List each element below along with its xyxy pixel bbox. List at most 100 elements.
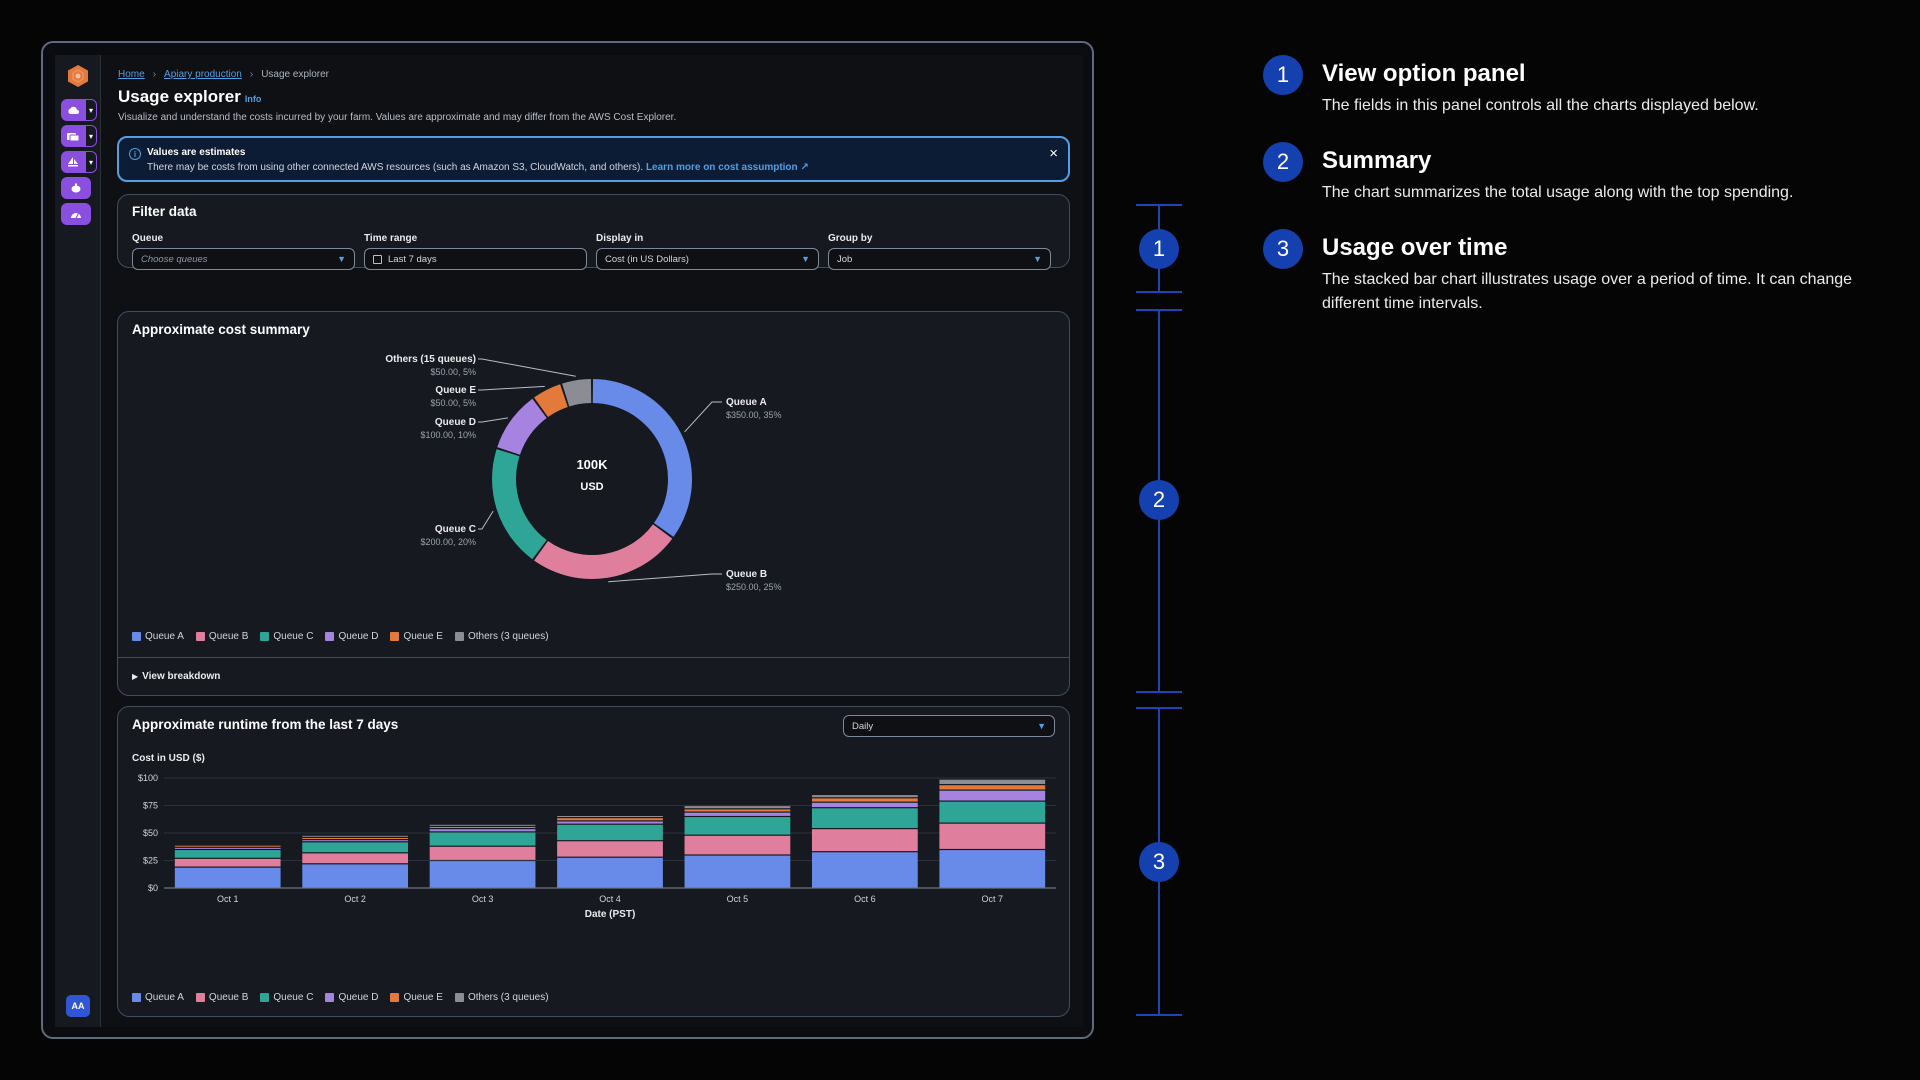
- legend-item: Queue D: [325, 631, 378, 642]
- bar-segment[interactable]: [939, 790, 1046, 801]
- bar-segment[interactable]: [684, 817, 791, 835]
- bar-segment[interactable]: [302, 853, 409, 864]
- rail-caret-1[interactable]: ▾: [85, 99, 97, 121]
- queue-field: Queue Choose queues ▼: [132, 233, 355, 270]
- legend-swatch: [260, 632, 270, 641]
- bar-segment[interactable]: [557, 841, 663, 857]
- breadcrumb-home-link[interactable]: Home: [118, 69, 145, 80]
- app-window: ▾ ▾ ▾ AA Home › Apiary production ›: [41, 41, 1094, 1039]
- note-text-1: The fields in this panel controls all th…: [1322, 97, 1759, 114]
- bar-segment[interactable]: [684, 835, 791, 855]
- bar-segment[interactable]: [811, 852, 918, 888]
- legend-label: Queue D: [338, 631, 379, 642]
- x-tick-label: Oct 3: [472, 894, 494, 904]
- legend-swatch: [132, 632, 141, 641]
- bar-segment[interactable]: [174, 850, 281, 858]
- bar-segment[interactable]: [939, 823, 1046, 849]
- caret-down-icon: ▼: [1037, 721, 1046, 731]
- rail-button-folders[interactable]: [61, 125, 85, 147]
- interval-value: Daily: [852, 720, 874, 732]
- usage-gauge-icon: [71, 213, 81, 219]
- rail-button-cloud[interactable]: [61, 99, 85, 121]
- bracket-badge-1: 1: [1139, 229, 1179, 269]
- rail-button-teapot[interactable]: [61, 177, 91, 199]
- time-range-input[interactable]: Last 7 days: [364, 248, 587, 270]
- y-tick-label: $25: [143, 856, 158, 866]
- donut-slice[interactable]: [534, 524, 673, 579]
- rail-button-usage[interactable]: [61, 203, 91, 225]
- user-avatar[interactable]: AA: [66, 995, 90, 1017]
- breadcrumb-farm-link[interactable]: Apiary production: [164, 69, 242, 80]
- caret-down-icon: ▼: [801, 254, 810, 264]
- bar-segment[interactable]: [557, 816, 663, 817]
- display-in-select[interactable]: Cost (in US Dollars) ▼: [596, 248, 819, 270]
- cost-summary-panel: Approximate cost summary Queue A $350.00,…: [117, 311, 1070, 696]
- bar-segment[interactable]: [811, 798, 918, 802]
- bar-segment[interactable]: [811, 795, 918, 798]
- bar-segment[interactable]: [429, 846, 536, 860]
- bar-segment[interactable]: [684, 855, 791, 888]
- bar-segment[interactable]: [174, 858, 281, 867]
- bar-segment[interactable]: [557, 824, 663, 841]
- bar-segment[interactable]: [939, 850, 1046, 888]
- bar-segment[interactable]: [811, 802, 918, 808]
- donut-center-unit: USD: [580, 481, 603, 493]
- bar-segment[interactable]: [174, 845, 281, 847]
- cloud-icon: [68, 106, 79, 114]
- filter-panel: Filter data Queue Choose queues ▼ Time ra…: [117, 194, 1070, 270]
- close-icon[interactable]: ×: [1049, 145, 1058, 162]
- bar-segment[interactable]: [302, 840, 409, 842]
- bar-segment[interactable]: [939, 785, 1046, 790]
- x-tick-label: Oct 4: [599, 894, 621, 904]
- donut-slice[interactable]: [534, 384, 568, 418]
- donut-slice[interactable]: [497, 398, 547, 455]
- rail-caret-2[interactable]: ▾: [85, 125, 97, 147]
- bar-segment[interactable]: [557, 857, 663, 888]
- bar-segment[interactable]: [429, 824, 536, 826]
- rail-caret-3[interactable]: ▾: [85, 151, 97, 173]
- runtime-panel: Approximate runtime from the last 7 days…: [117, 706, 1070, 1017]
- view-breakdown-toggle[interactable]: ▶ View breakdown: [132, 671, 220, 682]
- panel-divider: [118, 657, 1069, 658]
- legend-label: Queue C: [273, 631, 314, 642]
- donut-slice-label: Queue A: [726, 397, 767, 408]
- queue-select[interactable]: Choose queues ▼: [132, 248, 355, 270]
- bar-segment[interactable]: [811, 808, 918, 828]
- legend-item: Queue B: [195, 631, 249, 642]
- bar-segment[interactable]: [302, 864, 409, 888]
- bar-segment[interactable]: [429, 827, 536, 828]
- breadcrumb-current: Usage explorer: [261, 69, 330, 80]
- bar-segment[interactable]: [174, 867, 281, 888]
- rail-button-sailboat[interactable]: [61, 151, 85, 173]
- bar-segment[interactable]: [302, 842, 409, 853]
- bar-segment[interactable]: [684, 809, 791, 812]
- y-tick-label: $75: [143, 801, 158, 811]
- donut-slice[interactable]: [562, 379, 592, 407]
- page-description: Visualize and understand the costs incur…: [118, 112, 677, 123]
- donut-leader-line: [608, 573, 722, 583]
- cost-assumption-link[interactable]: Learn more on cost assumption ↗: [646, 162, 809, 173]
- info-link[interactable]: Info: [244, 94, 262, 104]
- chevron-right-icon: ›: [152, 69, 157, 80]
- donut-slice[interactable]: [491, 449, 547, 560]
- interval-select[interactable]: Daily ▼: [843, 715, 1055, 737]
- group-by-select[interactable]: Job ▼: [828, 248, 1051, 270]
- bar-segment[interactable]: [939, 779, 1046, 784]
- time-range-field: Time range Last 7 days: [364, 233, 587, 270]
- donut-slice[interactable]: [592, 379, 692, 537]
- bar-segment[interactable]: [811, 829, 918, 852]
- bar-segment[interactable]: [302, 835, 409, 837]
- bar-segment[interactable]: [302, 838, 409, 839]
- breadcrumb: Home › Apiary production › Usage explore…: [118, 69, 329, 80]
- bar-segment[interactable]: [429, 832, 536, 846]
- bar-segment[interactable]: [174, 847, 281, 849]
- bar-segment[interactable]: [939, 801, 1046, 823]
- legend-item: Queue E: [390, 992, 443, 1003]
- bar-segment[interactable]: [684, 812, 791, 816]
- bar-segment[interactable]: [557, 821, 663, 824]
- bar-segment[interactable]: [557, 818, 663, 821]
- bar-segment[interactable]: [429, 829, 536, 832]
- bar-segment[interactable]: [684, 806, 791, 809]
- bar-segment[interactable]: [429, 861, 536, 888]
- legend-label: Queue B: [208, 631, 249, 642]
